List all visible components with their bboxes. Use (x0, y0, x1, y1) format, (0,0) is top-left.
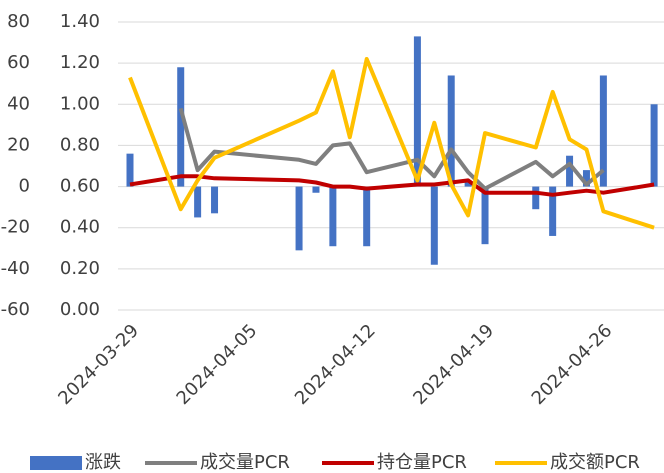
y-tick-label: 20 (7, 134, 30, 155)
y-tick-label: 80 (7, 11, 30, 32)
legend-label: 成交额PCR (550, 452, 640, 473)
y2-tick-label: 1.40 (60, 11, 100, 32)
x-tick-label: 2024-03-29 (54, 320, 143, 409)
bar (413, 36, 421, 187)
y2-tick-label: 1.00 (60, 93, 100, 114)
bar (430, 186, 438, 265)
bar (177, 67, 185, 187)
y-tick-label: -20 (1, 217, 30, 238)
line-series (128, 57, 655, 230)
y2-tick-label: 1.20 (60, 52, 100, 73)
y-tick-label: 0 (19, 176, 30, 197)
bar (566, 155, 574, 187)
x-tick-label: 2024-04-19 (409, 320, 498, 409)
bar (194, 186, 202, 218)
y-tick-label: -40 (1, 258, 30, 279)
legend-swatch (30, 456, 82, 470)
legend-label: 成交量PCR (200, 452, 290, 473)
line-series (178, 107, 605, 191)
x-tick-label: 2024-04-05 (173, 320, 262, 409)
legend-label: 持仓量PCR (377, 452, 467, 473)
bar (650, 104, 658, 187)
y2-tick-label: 0.80 (60, 134, 100, 155)
y2-tick-label: 0.20 (60, 258, 100, 279)
bar (532, 186, 540, 210)
y2-tick-label: 0.40 (60, 217, 100, 238)
bar (329, 186, 337, 247)
bar (295, 186, 303, 251)
legend-label: 涨跌 (85, 452, 121, 473)
bar (464, 182, 472, 187)
bar (599, 75, 607, 187)
y-tick-label: -60 (1, 299, 30, 320)
bar (312, 186, 320, 193)
bar (126, 153, 134, 187)
bar (582, 170, 590, 187)
x-tick-label: 2024-04-26 (528, 320, 617, 409)
y2-tick-label: 0.00 (60, 299, 100, 320)
bar (481, 186, 489, 245)
y-tick-label: 60 (7, 52, 30, 73)
bar (363, 186, 371, 247)
y-tick-label: 40 (7, 93, 30, 114)
line-series (129, 174, 655, 197)
bar (211, 186, 219, 214)
bar (549, 186, 557, 236)
bar (447, 75, 455, 187)
x-tick-label: 2024-04-12 (291, 320, 380, 409)
y2-tick-label: 0.60 (60, 176, 100, 197)
